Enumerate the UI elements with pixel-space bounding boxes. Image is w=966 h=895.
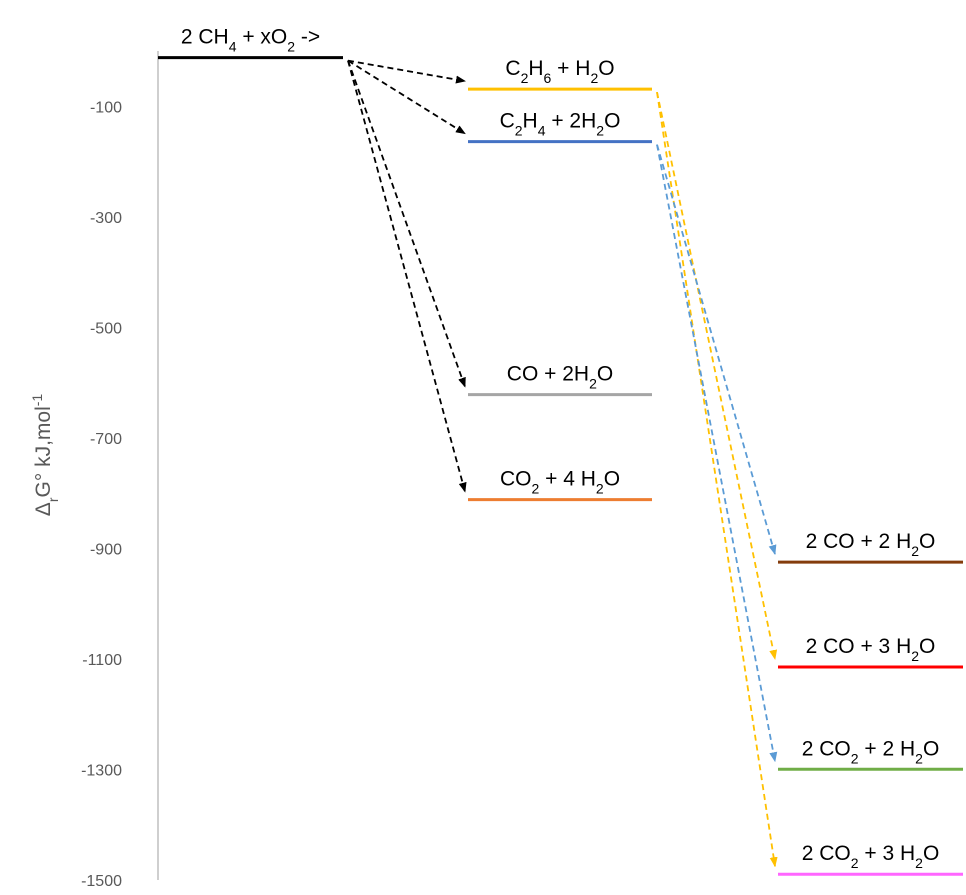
level-label-2co3h2o: 2 CO + 3 H2O xyxy=(806,635,936,664)
level-label-c2h6: C2H6 + H2O xyxy=(505,57,614,86)
y-tick-label: -1100 xyxy=(82,652,122,669)
y-tick-label: -1300 xyxy=(81,762,122,779)
arrow-c2h4-to-2co2h2o xyxy=(656,144,777,556)
y-tick-label: -900 xyxy=(90,541,122,558)
level-label-2co22h2o: 2 CO2 + 2 H2O xyxy=(802,737,940,766)
y-tick-label: -300 xyxy=(90,210,122,227)
arrow-reactants-to-co2 xyxy=(347,60,467,493)
level-label-co2: CO2 + 4 H2O xyxy=(500,468,620,497)
arrow-c2h6-to-2co3h2o xyxy=(656,91,778,661)
energy-levels: 2 CH4 + xO2 -> C2H6 + H2O C2H4 + 2H2O CO + … xyxy=(158,26,963,876)
y-tick-label: -500 xyxy=(90,320,122,337)
arrow-c2h4-to-2co22h2o xyxy=(656,144,778,763)
y-tick-label: -100 xyxy=(90,99,122,116)
arrow-reactants-to-co xyxy=(347,60,466,388)
level-label-co: CO + 2H2O xyxy=(507,363,613,392)
reaction-arrows xyxy=(347,59,778,868)
level-label-2co23h2o: 2 CO2 + 3 H2O xyxy=(802,842,940,871)
y-axis-title: ΔrG° kJ,mol-1 xyxy=(29,394,61,517)
level-label-c2h4: C2H4 + 2H2O xyxy=(500,110,621,139)
level-label-reactants: 2 CH4 + xO2 -> xyxy=(181,26,320,55)
arrow-reactants-to-c2h4 xyxy=(347,59,466,135)
y-tick-label: -1500 xyxy=(81,873,122,890)
level-label-2co2h2o: 2 CO + 2 H2O xyxy=(806,530,936,559)
y-axis: -100 -300 -500 -700 -900 -1100 -1300 -1500 xyxy=(81,51,159,890)
arrow-c2h6-to-2co23h2o xyxy=(656,91,778,868)
y-tick-label: -700 xyxy=(90,431,122,448)
